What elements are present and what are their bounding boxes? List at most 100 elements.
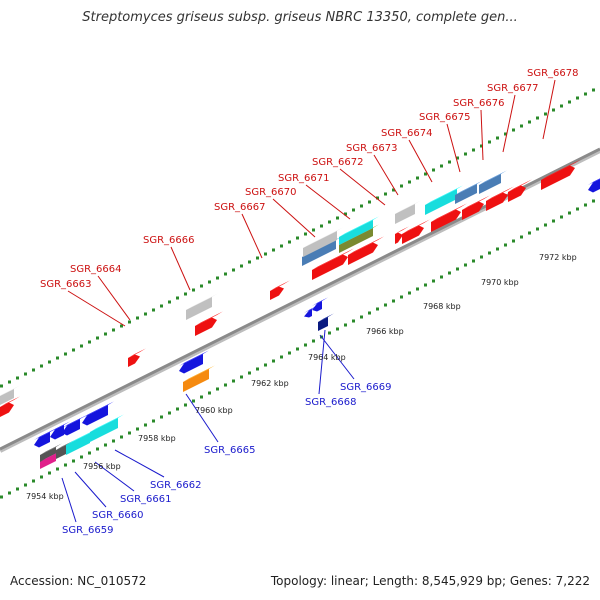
gene-features[interactable] <box>0 159 600 469</box>
gene-block[interactable] <box>62 415 86 436</box>
gene-label-upper[interactable]: SGR_6677 <box>487 83 539 94</box>
feature-top <box>339 216 379 237</box>
tick-mark <box>64 352 67 356</box>
tick-mark <box>296 236 299 240</box>
gene-block[interactable] <box>455 180 483 204</box>
gene-label-upper[interactable]: SGR_6664 <box>70 264 122 275</box>
gene-block[interactable] <box>486 186 514 211</box>
feature-front <box>270 286 284 300</box>
gene-label-upper[interactable]: SGR_6667 <box>214 202 266 213</box>
gene-block[interactable] <box>479 170 507 194</box>
gene-label-upper[interactable]: SGR_6678 <box>527 68 579 79</box>
gene-block[interactable] <box>183 365 215 392</box>
tick-mark <box>360 204 363 208</box>
gene-block[interactable] <box>508 179 532 202</box>
gene-block[interactable] <box>348 236 384 265</box>
tick-mark <box>184 292 187 296</box>
gene-block[interactable] <box>270 280 290 300</box>
tick-mark <box>8 491 11 495</box>
gene-label-upper[interactable]: SGR_6666 <box>143 235 195 246</box>
tick-mark <box>64 463 67 467</box>
tick-mark <box>432 168 435 172</box>
scale-label: 7954 kbp <box>26 492 64 501</box>
gene-block[interactable] <box>0 385 20 407</box>
tick-mark <box>8 380 11 384</box>
gene-label-lower[interactable]: SGR_6660 <box>92 510 144 521</box>
tick-mark <box>72 459 75 463</box>
tick-mark <box>24 483 27 487</box>
gene-label-upper[interactable]: SGR_6671 <box>278 173 330 184</box>
gene-label-lower[interactable]: SGR_6669 <box>340 382 392 393</box>
gene-block[interactable] <box>50 421 70 440</box>
gene-label-lower[interactable]: SGR_6662 <box>150 480 202 491</box>
leader-line <box>114 449 165 478</box>
tick-mark <box>312 228 315 232</box>
scale-label: 7960 kbp <box>195 406 233 415</box>
feature-top <box>34 428 56 440</box>
gene-block[interactable] <box>128 348 146 367</box>
gene-label-upper[interactable]: SGR_6675 <box>419 112 471 123</box>
gene-block[interactable] <box>0 396 20 417</box>
tick-mark <box>352 208 355 212</box>
gene-block[interactable] <box>339 216 379 245</box>
gene-block[interactable] <box>431 203 467 232</box>
gene-block[interactable] <box>462 195 490 220</box>
tick-mark <box>240 264 243 268</box>
tick-mark <box>264 363 267 367</box>
gene-label-lower[interactable]: SGR_6659 <box>62 525 114 536</box>
gene-label-upper[interactable]: SGR_6672 <box>312 157 364 168</box>
gene-block[interactable] <box>425 185 463 215</box>
scale-label: 7972 kbp <box>539 253 577 262</box>
feature-front <box>395 232 403 244</box>
gene-block[interactable] <box>541 159 581 190</box>
gene-block[interactable] <box>56 440 74 459</box>
tick-mark <box>256 256 259 260</box>
gene-block[interactable] <box>66 429 96 455</box>
gene-label-lower[interactable]: SGR_6665 <box>204 445 256 456</box>
gene-label-upper[interactable]: SGR_6676 <box>453 98 505 109</box>
gene-block[interactable] <box>395 226 409 244</box>
gene-block[interactable] <box>588 175 600 193</box>
gene-block[interactable] <box>318 313 334 331</box>
tick-mark <box>528 120 531 124</box>
gene-block[interactable] <box>395 200 421 224</box>
feature-front <box>62 419 80 436</box>
tick-mark <box>392 299 395 303</box>
tick-mark <box>328 331 331 335</box>
gene-block[interactable] <box>40 443 62 463</box>
gene-block[interactable] <box>312 297 328 312</box>
tick-mark <box>48 360 51 364</box>
gene-block[interactable] <box>186 293 218 320</box>
gene-block[interactable] <box>303 227 343 257</box>
gene-block[interactable] <box>82 401 114 426</box>
gene-label-lower[interactable]: SGR_6661 <box>120 494 172 505</box>
gene-label-upper[interactable]: SGR_6674 <box>381 128 433 139</box>
gene-block[interactable] <box>312 248 354 280</box>
gene-label-upper[interactable]: SGR_6670 <box>245 187 297 198</box>
gene-block[interactable] <box>179 350 209 374</box>
tick-mark <box>344 212 347 216</box>
tick-mark <box>544 223 547 227</box>
label-leader-lines <box>61 79 556 523</box>
tick-mark <box>304 343 307 347</box>
leader-line <box>272 198 316 238</box>
gene-block[interactable] <box>402 219 430 244</box>
tick-mark <box>120 435 123 439</box>
gene-block[interactable] <box>90 414 124 442</box>
gene-label-upper[interactable]: SGR_6673 <box>346 143 398 154</box>
feature-top <box>82 401 114 418</box>
tick-mark <box>136 316 139 320</box>
gene-labels[interactable]: SGR_6663 SGR_6664 SGR_6666 SGR_6667 SGR_6670… <box>40 68 579 536</box>
gene-block[interactable] <box>34 428 56 448</box>
scale-label: 7962 kbp <box>251 379 289 388</box>
scale-label: 7970 kbp <box>481 278 519 287</box>
gene-block[interactable] <box>195 311 223 336</box>
tick-mark <box>0 495 3 499</box>
tick-mark <box>192 399 195 403</box>
tick-mark <box>240 375 243 379</box>
gene-label-lower[interactable]: SGR_6668 <box>305 397 357 408</box>
tick-mark <box>160 304 163 308</box>
tick-mark <box>0 384 3 388</box>
tick-mark <box>472 259 475 263</box>
gene-label-upper[interactable]: SGR_6663 <box>40 279 92 290</box>
